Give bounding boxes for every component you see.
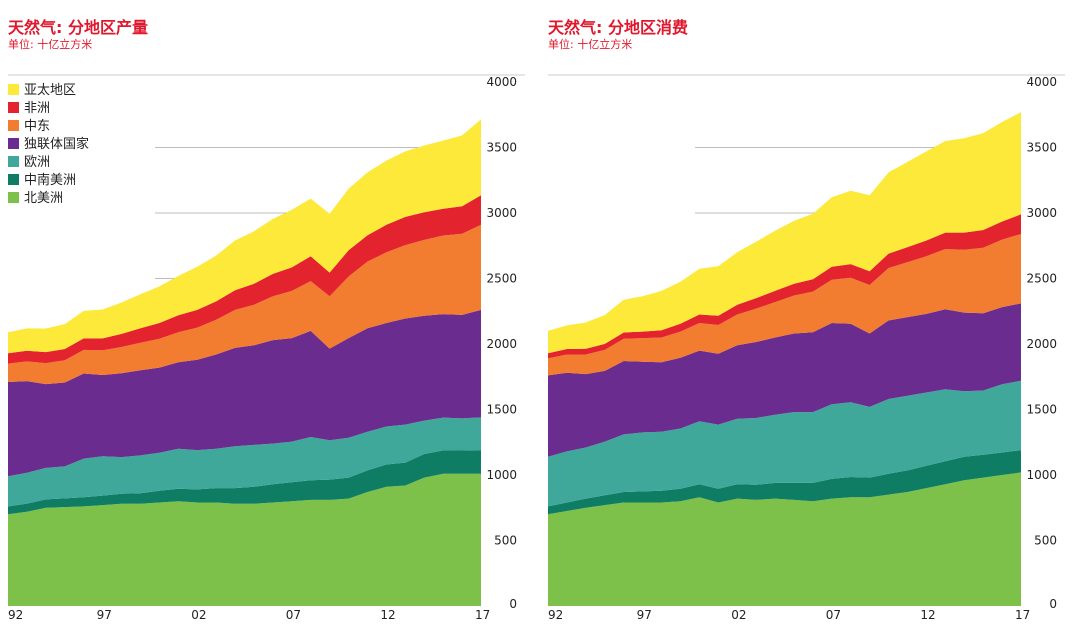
x-tick-label-02: 02 <box>731 608 746 622</box>
legend-swatch-5 <box>8 174 19 185</box>
legend-label-2: 中东 <box>24 119 50 134</box>
y-tick-label-3000: 3000 <box>1026 206 1057 220</box>
area-series-3 <box>8 309 481 477</box>
y-tick-label-2500: 2500 <box>486 272 517 286</box>
y-tick-label-3500: 3500 <box>486 141 517 155</box>
legend-label-6: 北美洲 <box>24 191 63 206</box>
y-tick-label-500: 500 <box>494 534 517 548</box>
legend-label-1: 非洲 <box>24 101 50 116</box>
legend-swatch-1 <box>8 102 19 113</box>
area-series-0 <box>8 473 481 606</box>
y-tick-label-0: 0 <box>1049 597 1057 611</box>
area-series-1 <box>548 450 1021 515</box>
area-series-4 <box>548 234 1021 376</box>
x-tick-label-17: 17 <box>1015 608 1030 622</box>
legend-swatch-4 <box>8 156 19 167</box>
legend-label-5: 中南美洲 <box>24 172 76 188</box>
consumption-area-chart: 0 500 1000 1500 2000 2500 3000 3500 4000 92 97 02 07… <box>548 74 1065 622</box>
area-series-0 <box>548 472 1021 606</box>
legend-swatch-2 <box>8 120 19 131</box>
y-tick-label-500: 500 <box>1034 534 1057 548</box>
x-tick-label-07: 07 <box>286 608 301 622</box>
x-tick-label-12: 12 <box>920 608 935 622</box>
y-tick-label-2000: 2000 <box>1026 337 1057 351</box>
area-series-1 <box>8 450 481 515</box>
y-tick-label-3500: 3500 <box>1026 141 1057 155</box>
y-tick-label-3000: 3000 <box>486 206 517 220</box>
y-tick-label-1000: 1000 <box>1026 468 1057 482</box>
area-series-6 <box>548 112 1021 354</box>
x-tick-label-92: 92 <box>8 608 23 622</box>
area-series-2 <box>548 380 1021 507</box>
production-chart-subtitle: 单位: 十亿立方米 <box>8 38 93 51</box>
x-tick-label-17: 17 <box>475 608 490 622</box>
area-series-5 <box>548 214 1021 359</box>
area-series-3 <box>548 303 1021 457</box>
consumption-chart-panel: 天然气: 分地区消费 单位: 十亿立方米 0 500 1000 1500 2000 250… <box>540 0 1080 625</box>
legend-label-3: 独联体国家 <box>24 136 89 152</box>
legend-swatch-6 <box>8 192 19 203</box>
y-tick-label-2000: 2000 <box>486 337 517 351</box>
legend-label-0: 亚太地区 <box>24 83 76 98</box>
y-tick-label-0: 0 <box>509 597 517 611</box>
production-chart-title: 天然气: 分地区产量 <box>8 18 148 37</box>
x-tick-label-02: 02 <box>191 608 206 622</box>
legend-swatch-3 <box>8 138 19 149</box>
legend-swatch-0 <box>8 84 19 95</box>
y-tick-label-1000: 1000 <box>486 468 517 482</box>
area-series-6 <box>8 119 481 354</box>
consumption-chart-title: 天然气: 分地区消费 <box>548 18 688 37</box>
y-tick-label-1500: 1500 <box>486 403 517 417</box>
x-tick-label-12: 12 <box>380 608 395 622</box>
area-series-5 <box>8 195 481 364</box>
legend-label-4: 欧洲 <box>24 155 50 170</box>
area-series-2 <box>8 417 481 507</box>
y-tick-label-2500: 2500 <box>1026 272 1057 286</box>
x-tick-label-92: 92 <box>548 608 563 622</box>
x-tick-label-97: 97 <box>97 608 112 622</box>
y-tick-label-4000: 4000 <box>1026 75 1057 89</box>
production-chart-panel: 天然气: 分地区产量 单位: 十亿立方米 0 500 1000 1500 2000 250… <box>8 18 525 622</box>
y-tick-label-1500: 1500 <box>1026 403 1057 417</box>
y-tick-label-4000: 4000 <box>486 75 517 89</box>
x-tick-label-07: 07 <box>826 608 841 622</box>
production-area-chart: 0 500 1000 1500 2000 2500 3000 3500 4000 92 97 02 07… <box>8 74 525 622</box>
consumption-chart-subtitle: 单位: 十亿立方米 <box>548 38 633 51</box>
area-series-4 <box>8 224 481 385</box>
x-tick-label-97: 97 <box>637 608 652 622</box>
